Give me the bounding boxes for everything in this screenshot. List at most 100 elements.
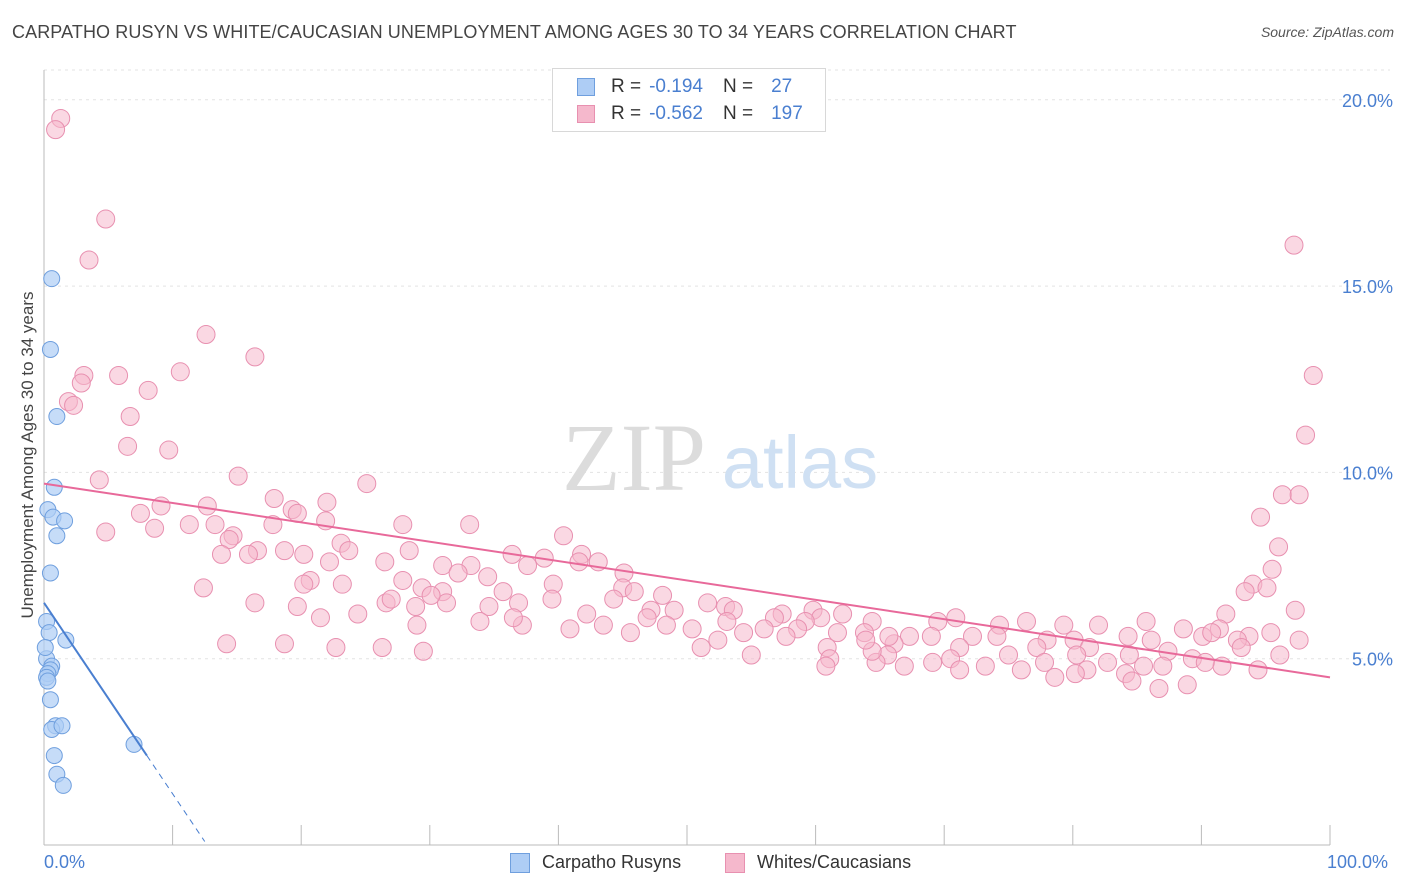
- data-point-whites: [421, 585, 441, 605]
- data-point-whites: [879, 626, 899, 646]
- data-point-carpatho: [41, 691, 59, 709]
- legend-r-value: -0.562: [649, 103, 703, 124]
- data-point-whites: [228, 466, 248, 486]
- data-point-whites: [79, 250, 99, 270]
- data-point-whites: [1231, 638, 1251, 658]
- x-tick-max: 100.0%: [1327, 852, 1389, 872]
- data-point-whites: [899, 626, 919, 646]
- data-point-whites: [332, 574, 352, 594]
- data-point-whites: [211, 544, 231, 564]
- data-point-whites: [593, 615, 613, 635]
- data-point-whites: [393, 515, 413, 535]
- data-point-carpatho: [57, 631, 75, 649]
- data-point-whites: [856, 630, 876, 650]
- legend-swatch-blue: [577, 78, 595, 96]
- y-tick-label: 5.0%: [1352, 650, 1393, 670]
- data-point-whites: [294, 544, 314, 564]
- data-point-whites: [554, 526, 574, 546]
- data-point-whites: [375, 552, 395, 572]
- data-point-whites: [691, 638, 711, 658]
- data-point-whites: [1269, 537, 1289, 557]
- data-point-whites: [130, 503, 150, 523]
- data-point-whites: [1067, 645, 1087, 665]
- data-point-whites: [1045, 667, 1065, 687]
- data-point-whites: [1027, 638, 1047, 658]
- legend-item-whites-caucasians: Whites/Caucasians: [725, 852, 911, 873]
- data-point-whites: [1011, 660, 1031, 680]
- data-point-whites: [1195, 652, 1215, 672]
- data-point-whites: [437, 593, 457, 613]
- data-point-whites: [287, 503, 307, 523]
- data-point-whites: [1296, 425, 1316, 445]
- data-point-whites: [754, 619, 774, 639]
- data-point-whites: [193, 578, 213, 598]
- data-point-whites: [274, 634, 294, 654]
- data-point-whites: [263, 515, 283, 535]
- legend-item-carpatho-rusyns: Carpatho Rusyns: [510, 852, 681, 873]
- gridlines: [44, 69, 1390, 660]
- data-point-carpatho: [56, 512, 74, 530]
- legend-n-label: N =: [722, 76, 754, 97]
- data-point-whites: [197, 496, 217, 516]
- data-point-whites: [1272, 485, 1292, 505]
- data-point-whites: [145, 518, 165, 538]
- data-point-whites: [833, 604, 853, 624]
- data-point-whites: [96, 522, 116, 542]
- data-point-carpatho: [45, 747, 63, 765]
- data-point-carpatho: [48, 527, 66, 545]
- data-point-whites: [653, 585, 673, 605]
- legend-row-carpatho: R = -0.194 N = 27: [577, 75, 792, 99]
- data-point-whites: [264, 488, 284, 508]
- data-point-carpatho: [40, 624, 58, 642]
- source-label: Source: ZipAtlas.com: [1260, 24, 1394, 40]
- axes: [43, 70, 1331, 846]
- watermark-zip: ZIP: [562, 404, 706, 511]
- data-point-whites: [1284, 235, 1304, 255]
- series-carpatho-rusyns: [36, 270, 143, 794]
- data-point-whites: [1118, 626, 1138, 646]
- data-point-whites: [245, 347, 265, 367]
- data-point-whites: [503, 608, 523, 628]
- data-point-whites: [1089, 615, 1109, 635]
- legend-swatch-pink: [725, 852, 745, 873]
- data-point-whites: [708, 630, 728, 650]
- data-point-whites: [310, 608, 330, 628]
- data-point-whites: [1035, 652, 1055, 672]
- data-point-whites: [179, 515, 199, 535]
- data-point-whites: [560, 619, 580, 639]
- y-tick-label: 20.0%: [1342, 91, 1393, 111]
- data-point-whites: [219, 529, 239, 549]
- data-point-whites: [569, 552, 589, 572]
- data-point-carpatho: [41, 564, 59, 582]
- data-point-whites: [894, 656, 914, 676]
- data-point-whites: [1141, 630, 1161, 650]
- data-point-carpatho: [39, 672, 57, 690]
- data-point-whites: [433, 556, 453, 576]
- data-point-carpatho: [48, 408, 66, 426]
- data-point-whites: [827, 623, 847, 643]
- data-point-whites: [96, 209, 116, 229]
- data-point-whites: [1251, 507, 1271, 527]
- data-point-whites: [217, 634, 237, 654]
- series-legend: Carpatho Rusyns Whites/Caucasians: [0, 852, 1406, 876]
- data-point-whites: [950, 660, 970, 680]
- data-point-whites: [1235, 582, 1255, 602]
- data-point-whites: [118, 436, 138, 456]
- data-point-whites: [381, 589, 401, 609]
- data-point-whites: [196, 325, 216, 345]
- trend-line-whites: [43, 482, 1331, 679]
- correlation-legend: R = -0.194 N = 27 R = -0.562 N = 197: [552, 68, 826, 132]
- x-tick-min: 0.0%: [44, 852, 86, 872]
- data-point-whites: [987, 626, 1007, 646]
- data-point-whites: [577, 604, 597, 624]
- data-point-whites: [1257, 578, 1277, 598]
- data-point-whites: [1202, 623, 1222, 643]
- y-tick-label: 15.0%: [1342, 277, 1393, 297]
- data-point-whites: [493, 582, 513, 602]
- data-point-whites: [620, 623, 640, 643]
- legend-r-label: R =: [611, 103, 642, 124]
- data-point-carpatho: [45, 478, 63, 496]
- data-point-whites: [1122, 671, 1142, 691]
- data-point-whites: [294, 574, 314, 594]
- chart-title: CARPATHO RUSYN VS WHITE/CAUCASIAN UNEMPL…: [12, 22, 1017, 42]
